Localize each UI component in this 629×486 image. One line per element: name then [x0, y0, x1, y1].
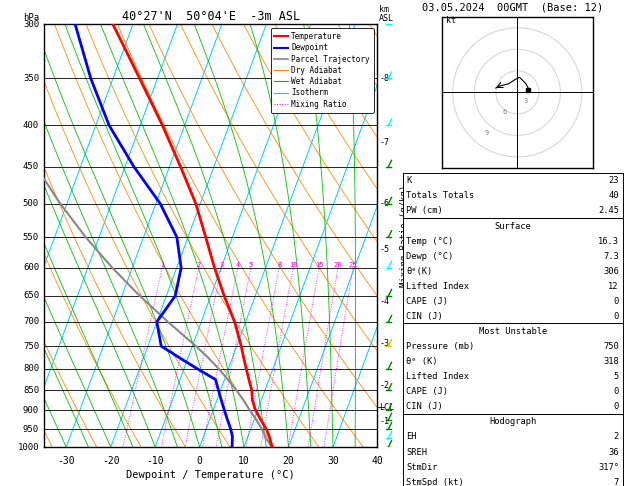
Text: -5: -5 [379, 245, 389, 254]
Text: 40: 40 [372, 455, 383, 466]
Text: 25: 25 [348, 262, 357, 268]
Text: 600: 600 [23, 263, 39, 272]
Text: 6: 6 [503, 109, 506, 115]
Text: hPa: hPa [23, 13, 39, 22]
Text: 5: 5 [614, 372, 619, 381]
Text: -10: -10 [147, 455, 164, 466]
Text: CIN (J): CIN (J) [406, 402, 443, 411]
Text: 750: 750 [23, 342, 39, 350]
Text: 318: 318 [603, 357, 619, 366]
Text: StmSpd (kt): StmSpd (kt) [406, 478, 464, 486]
Text: Temp (°C): Temp (°C) [406, 237, 454, 245]
Text: θᵉ (K): θᵉ (K) [406, 357, 438, 366]
Text: 4: 4 [236, 262, 240, 268]
Text: 10: 10 [289, 262, 298, 268]
Text: 16.3: 16.3 [598, 237, 619, 245]
Text: 9: 9 [485, 130, 489, 137]
Text: © weatheronline.co.uk: © weatheronline.co.uk [460, 467, 565, 476]
Text: SREH: SREH [406, 448, 427, 456]
Text: CAPE (J): CAPE (J) [406, 297, 448, 306]
Text: Pressure (mb): Pressure (mb) [406, 342, 475, 351]
Text: Hodograph: Hodograph [489, 417, 537, 426]
Text: Most Unstable: Most Unstable [479, 327, 547, 336]
Text: kt: kt [447, 17, 456, 25]
Text: 850: 850 [23, 385, 39, 395]
Text: 306: 306 [603, 267, 619, 276]
Text: 650: 650 [23, 291, 39, 300]
Text: 36: 36 [608, 448, 619, 456]
Text: Dewp (°C): Dewp (°C) [406, 252, 454, 260]
Text: 317°: 317° [598, 463, 619, 471]
Text: 3: 3 [219, 262, 223, 268]
Text: -4: -4 [379, 296, 389, 306]
Text: -7: -7 [379, 138, 389, 147]
Text: 7.3: 7.3 [603, 252, 619, 260]
Text: 12: 12 [608, 282, 619, 291]
Title: 40°27'N  50°04'E  -3m ASL: 40°27'N 50°04'E -3m ASL [121, 10, 300, 23]
Text: 23: 23 [608, 176, 619, 185]
Text: -20: -20 [102, 455, 120, 466]
Text: -2: -2 [379, 382, 389, 390]
Text: 0: 0 [614, 312, 619, 321]
Text: StmDir: StmDir [406, 463, 438, 471]
Text: 0: 0 [614, 402, 619, 411]
Text: 400: 400 [23, 121, 39, 130]
Text: 5: 5 [248, 262, 253, 268]
Text: 0: 0 [614, 387, 619, 396]
Text: Mixing Ratio (g/kg): Mixing Ratio (g/kg) [399, 185, 409, 287]
Text: Dewpoint / Temperature (°C): Dewpoint / Temperature (°C) [126, 470, 295, 480]
Text: 0: 0 [197, 455, 203, 466]
Text: Lifted Index: Lifted Index [406, 282, 469, 291]
Text: Totals Totals: Totals Totals [406, 191, 475, 200]
Text: 350: 350 [23, 74, 39, 83]
Text: 2: 2 [614, 433, 619, 441]
Text: 20: 20 [282, 455, 294, 466]
Text: 300: 300 [23, 20, 39, 29]
Text: 800: 800 [23, 364, 39, 373]
Text: 2: 2 [197, 262, 201, 268]
Text: 2.45: 2.45 [598, 207, 619, 215]
Text: 40: 40 [608, 191, 619, 200]
Text: θᵉ(K): θᵉ(K) [406, 267, 433, 276]
Text: 8: 8 [277, 262, 281, 268]
Text: 550: 550 [23, 233, 39, 242]
Text: 3: 3 [524, 98, 528, 104]
Text: 20: 20 [334, 262, 342, 268]
Text: 1000: 1000 [18, 443, 39, 451]
Legend: Temperature, Dewpoint, Parcel Trajectory, Dry Adiabat, Wet Adiabat, Isotherm, Mi: Temperature, Dewpoint, Parcel Trajectory… [270, 28, 374, 112]
Text: 15: 15 [315, 262, 323, 268]
Text: LCL: LCL [379, 403, 394, 412]
Text: -6: -6 [379, 199, 389, 208]
Text: CIN (J): CIN (J) [406, 312, 443, 321]
Text: 950: 950 [23, 425, 39, 434]
Text: -30: -30 [57, 455, 75, 466]
Text: PW (cm): PW (cm) [406, 207, 443, 215]
Text: 750: 750 [603, 342, 619, 351]
Text: CAPE (J): CAPE (J) [406, 387, 448, 396]
Text: 10: 10 [238, 455, 250, 466]
Text: 900: 900 [23, 406, 39, 415]
Text: K: K [406, 176, 411, 185]
Text: 450: 450 [23, 162, 39, 171]
Text: 7: 7 [614, 478, 619, 486]
Text: Lifted Index: Lifted Index [406, 372, 469, 381]
Text: Surface: Surface [494, 222, 531, 230]
Text: -3: -3 [379, 339, 389, 348]
Text: EH: EH [406, 433, 417, 441]
Text: -1: -1 [379, 417, 389, 426]
Text: km
ASL: km ASL [379, 5, 394, 23]
Text: 500: 500 [23, 199, 39, 208]
Text: 03.05.2024  00GMT  (Base: 12): 03.05.2024 00GMT (Base: 12) [422, 2, 603, 12]
Text: 0: 0 [614, 297, 619, 306]
Text: -8: -8 [379, 74, 389, 83]
Text: 30: 30 [327, 455, 339, 466]
Text: 1: 1 [160, 262, 164, 268]
Text: 700: 700 [23, 317, 39, 327]
